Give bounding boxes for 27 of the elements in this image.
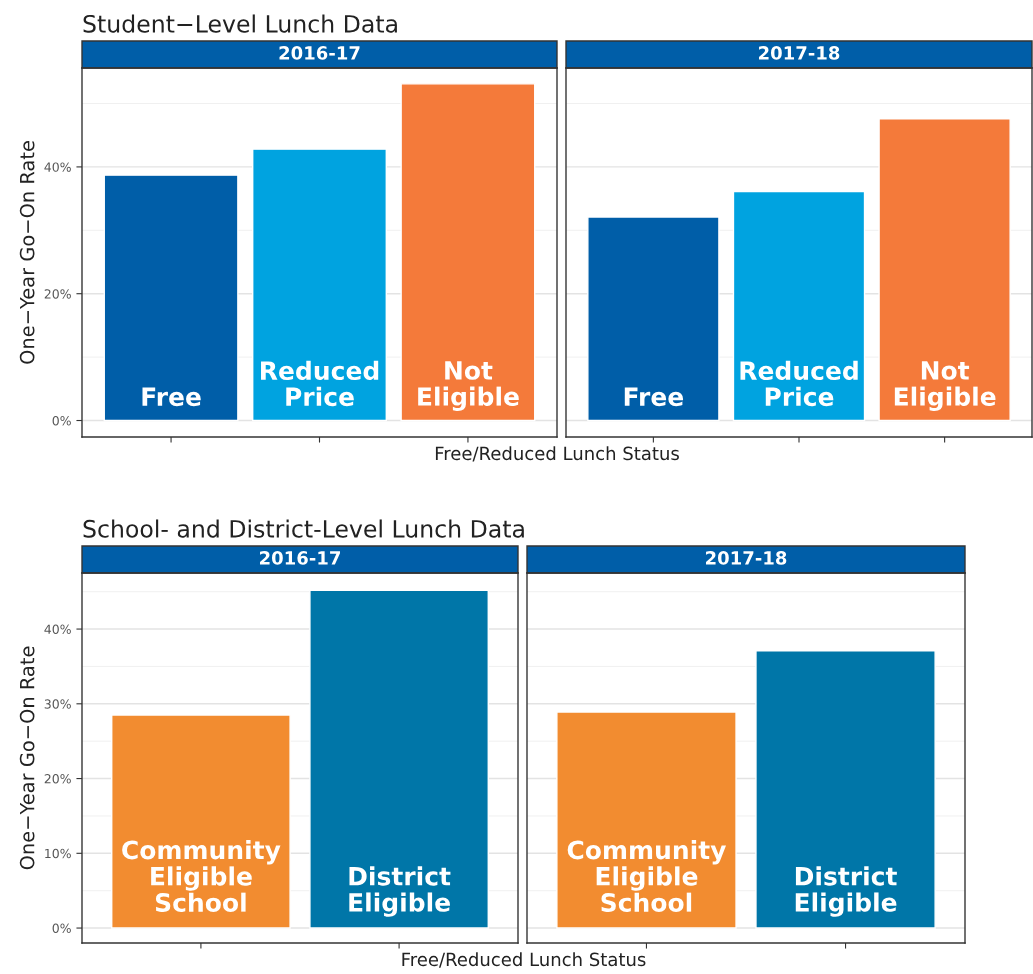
y-tick-label: 20% xyxy=(44,289,71,299)
chart-subtitle: 2017-18 xyxy=(705,551,787,565)
category-label: Not Eligible xyxy=(418,361,519,412)
y-tick-label: 10% xyxy=(45,848,71,859)
y-axis-title: One−Year Go−On Rate xyxy=(19,646,35,870)
chart-subtitle: 2016-17 xyxy=(259,551,340,565)
category-label: Free xyxy=(142,387,201,407)
category-label: Reduced Price xyxy=(740,360,858,407)
y-tick-label: 40% xyxy=(44,162,71,172)
y-tick-label: 30% xyxy=(44,699,71,709)
chart-title: School- and District-Level Lunch Data xyxy=(83,519,524,538)
chart-subtitle: 2017-18 xyxy=(758,46,840,60)
category-label: Not Eligible xyxy=(894,361,996,412)
chart-title: Student−Level Lunch Data xyxy=(83,14,397,33)
bar xyxy=(252,148,387,422)
bar xyxy=(103,174,239,422)
bar xyxy=(400,83,536,422)
chart-subtitle: 2016-17 xyxy=(279,46,360,60)
x-axis-title: Free/Reduced Lunch Status xyxy=(402,952,646,968)
y-tick-label: 20% xyxy=(44,774,71,784)
category-label: Free xyxy=(624,387,684,407)
x-axis-title: Free/Reduced Lunch Status xyxy=(435,446,679,462)
category-label: Reduced Price xyxy=(261,360,379,407)
y-tick-label: 0% xyxy=(52,923,71,933)
y-tick-label: 40% xyxy=(44,624,71,634)
y-axis-title: One−Year Go−On Rate xyxy=(19,141,35,364)
y-tick-label: 0% xyxy=(52,415,71,426)
